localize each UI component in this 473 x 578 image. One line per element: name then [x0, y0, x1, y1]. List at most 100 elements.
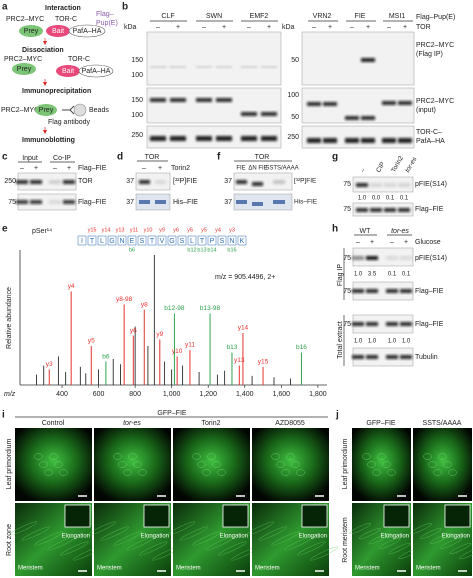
cell	[382, 461, 391, 468]
peak-label: y11	[185, 342, 195, 349]
band	[261, 66, 277, 68]
label: Torin2	[201, 420, 220, 427]
label: S	[180, 238, 185, 245]
label: pSer¹⁴	[32, 228, 52, 235]
cell	[297, 541, 326, 556]
panel-label: c	[2, 152, 8, 163]
peak-label: y8	[141, 301, 148, 308]
label: –	[247, 24, 251, 31]
cell	[192, 531, 221, 546]
label: Immunoprecipitation	[22, 88, 91, 95]
cell	[126, 536, 155, 551]
band	[261, 136, 277, 141]
label: Leaf primordium	[342, 439, 349, 490]
peak-label: y4	[68, 283, 75, 290]
label: [³²P]FIE	[294, 178, 317, 185]
band	[150, 98, 166, 102]
label: +	[34, 165, 38, 172]
cell	[21, 526, 51, 541]
peak-label: y13	[234, 357, 245, 364]
label: His–FIE	[294, 199, 318, 206]
blot	[301, 31, 415, 86]
band	[30, 180, 42, 184]
label: Meristem	[18, 566, 43, 572]
label: I	[81, 238, 83, 245]
blot	[301, 125, 415, 149]
peak-label: b13	[227, 344, 238, 351]
band	[216, 98, 232, 102]
label: kDa	[124, 24, 137, 31]
label: 250	[131, 132, 143, 139]
label: Root meristem	[342, 517, 349, 563]
cell	[128, 453, 137, 460]
label: PRC2–MYC	[1, 107, 39, 114]
label: 37	[224, 178, 232, 185]
band	[386, 355, 398, 359]
label: Flag–FIE	[415, 288, 444, 295]
cell	[54, 461, 63, 468]
label: 0.0	[372, 196, 381, 202]
cell	[377, 453, 386, 460]
cell	[123, 469, 132, 476]
cell	[368, 532, 391, 545]
blot	[146, 125, 282, 149]
label: y15	[88, 227, 97, 233]
residue-box	[117, 235, 127, 246]
label: 100	[131, 72, 143, 79]
label: VRN2	[313, 13, 332, 20]
cell	[281, 469, 290, 476]
residue-box	[217, 235, 227, 246]
label: E	[130, 238, 135, 245]
label: 100	[287, 92, 299, 99]
band	[261, 112, 277, 116]
label: AZD8055	[275, 420, 305, 427]
band	[398, 101, 412, 105]
cell	[87, 521, 117, 536]
label: 100	[131, 112, 143, 119]
band	[170, 98, 186, 102]
peak-label: y10	[172, 348, 183, 355]
cell	[207, 453, 216, 460]
band	[382, 138, 396, 143]
x-tick-label: 800	[129, 391, 141, 398]
label: 150	[131, 97, 143, 104]
band	[216, 66, 232, 68]
x-tick-label: 1,200	[199, 391, 217, 398]
peak-label: b6	[102, 353, 110, 360]
band	[16, 180, 28, 184]
blot	[352, 202, 414, 217]
label: Dissociation	[22, 47, 64, 54]
prey	[19, 25, 43, 37]
bait	[56, 65, 80, 77]
residue-box	[137, 235, 147, 246]
panel-label: f	[217, 152, 221, 163]
label: 0.1	[388, 272, 397, 278]
cell	[276, 461, 285, 468]
label: CIP	[375, 161, 386, 174]
label: Interaction	[45, 5, 81, 12]
band	[356, 208, 368, 212]
label: tor-es	[123, 420, 141, 427]
peak-label: y3	[46, 361, 53, 368]
label: b14	[207, 247, 216, 253]
cell	[100, 526, 130, 541]
label: 1.0	[388, 339, 397, 345]
bait	[46, 25, 70, 37]
residue-box	[147, 235, 157, 246]
cell	[419, 527, 442, 540]
band	[236, 200, 247, 204]
label: Torin2	[390, 155, 405, 174]
label: Pup(E)	[96, 20, 118, 27]
cell	[34, 531, 63, 546]
cell	[271, 531, 300, 546]
label: y6	[187, 227, 193, 233]
inset	[301, 504, 328, 528]
x-tick-label: 1,000	[163, 391, 181, 398]
label: G	[169, 238, 174, 245]
label: –	[350, 24, 354, 31]
band	[352, 322, 364, 326]
band	[382, 101, 396, 105]
pafa	[68, 24, 106, 38]
residue-box	[127, 235, 137, 246]
